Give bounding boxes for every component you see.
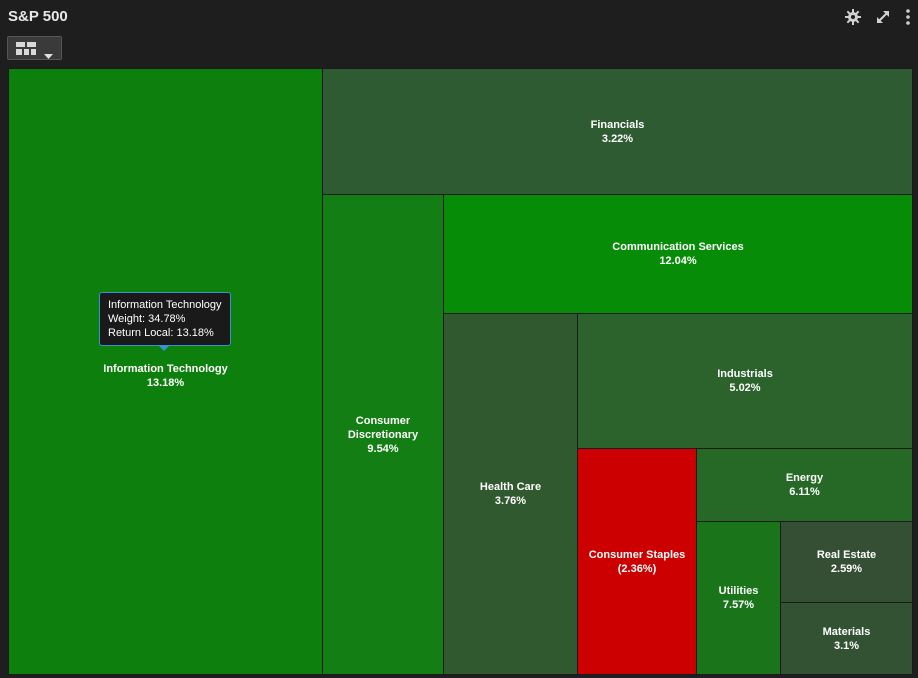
caret-down-icon	[44, 46, 53, 64]
treemap-tile-energy[interactable]: Energy 6.11%	[696, 448, 913, 522]
tile-label-group: Materials 3.1%	[823, 625, 871, 653]
tile-sector-return: 12.04%	[659, 255, 697, 267]
tile-sector-name: Communication Services	[612, 241, 744, 253]
tile-sector-name: Utilities	[718, 585, 759, 597]
treemap-tile-financials[interactable]: Financials 3.22%	[322, 68, 913, 195]
tile-sector-return: 5.02%	[729, 382, 761, 394]
tile-label-group: Industrials 5.02%	[717, 367, 773, 395]
tile-label-group: Information Technology 13.18%	[103, 362, 227, 390]
treemap-tile-consumer-discretionary[interactable]: Consumer Discretionary 9.54%	[322, 194, 444, 675]
gear-icon[interactable]	[844, 8, 862, 26]
tile-sector-name: Consumer Discretionary	[347, 414, 419, 441]
tile-sector-return: (2.36%)	[617, 562, 657, 575]
tile-label-group: Financials 3.22%	[591, 118, 645, 146]
expand-icon[interactable]	[874, 8, 892, 26]
treemap-view-icon	[16, 42, 36, 60]
tile-sector-name: Financials	[590, 118, 645, 131]
tile-label-group: Real Estate 2.59%	[817, 548, 876, 576]
tile-label-group: Health Care 3.76%	[480, 480, 541, 508]
tile-sector-return: 3.1%	[833, 639, 860, 652]
tile-label-group: Communication Services 12.04%	[612, 240, 743, 268]
tile-sector-return: 7.57%	[722, 599, 755, 611]
tile-sector-name: Industrials	[717, 368, 773, 380]
treemap-tile-real-estate[interactable]: Real Estate 2.59%	[780, 521, 913, 603]
tile-label-group: Consumer Staples (2.36%)	[589, 548, 686, 576]
tile-sector-name: Health Care	[479, 481, 542, 493]
tile-sector-name: Energy	[785, 472, 824, 484]
tile-sector-return: 9.54%	[367, 442, 399, 455]
tooltip-weight: Weight: 34.78%	[108, 313, 186, 325]
treemap-tile-health-care[interactable]: Health Care 3.76%	[443, 313, 578, 675]
tile-sector-return: 3.22%	[601, 132, 634, 145]
view-selector-button[interactable]	[7, 36, 62, 60]
tooltip: Information Technology Weight: 34.78% Re…	[99, 292, 231, 351]
tile-label-group: Energy 6.11%	[786, 471, 823, 499]
treemap-tile-utilities[interactable]: Utilities 7.57%	[696, 521, 781, 675]
treemap-tile-information-technology[interactable]: Information Technology 13.18%	[8, 68, 323, 675]
tile-sector-name: Real Estate	[816, 549, 877, 561]
page-title: S&P 500	[8, 8, 68, 25]
treemap-tile-materials[interactable]: Materials 3.1%	[780, 602, 913, 675]
tile-sector-name: Materials	[822, 625, 871, 638]
tile-sector-name: Consumer Staples	[588, 548, 686, 561]
tile-sector-return: 2.59%	[830, 563, 863, 575]
treemap-tile-industrials[interactable]: Industrials 5.02%	[577, 313, 913, 449]
tile-sector-return: 6.11%	[789, 486, 820, 498]
header-actions	[844, 8, 912, 26]
tile-sector-return: 3.76%	[494, 495, 527, 507]
tooltip-return: Return Local: 13.18%	[108, 327, 214, 339]
tile-sector-return: 13.18%	[146, 377, 185, 389]
tile-label-group: Utilities 7.57%	[719, 584, 759, 612]
tooltip-sector-name: Information Technology	[108, 299, 222, 311]
tile-sector-name: Information Technology	[103, 363, 228, 375]
tile-label-group: Consumer Discretionary 9.54%	[338, 414, 428, 456]
treemap-tile-consumer-staples[interactable]: Consumer Staples (2.36%)	[577, 448, 697, 675]
header-bar: S&P 500	[0, 0, 918, 34]
more-vertical-icon[interactable]	[904, 8, 912, 26]
treemap-tile-communication-services[interactable]: Communication Services 12.04%	[443, 194, 913, 314]
